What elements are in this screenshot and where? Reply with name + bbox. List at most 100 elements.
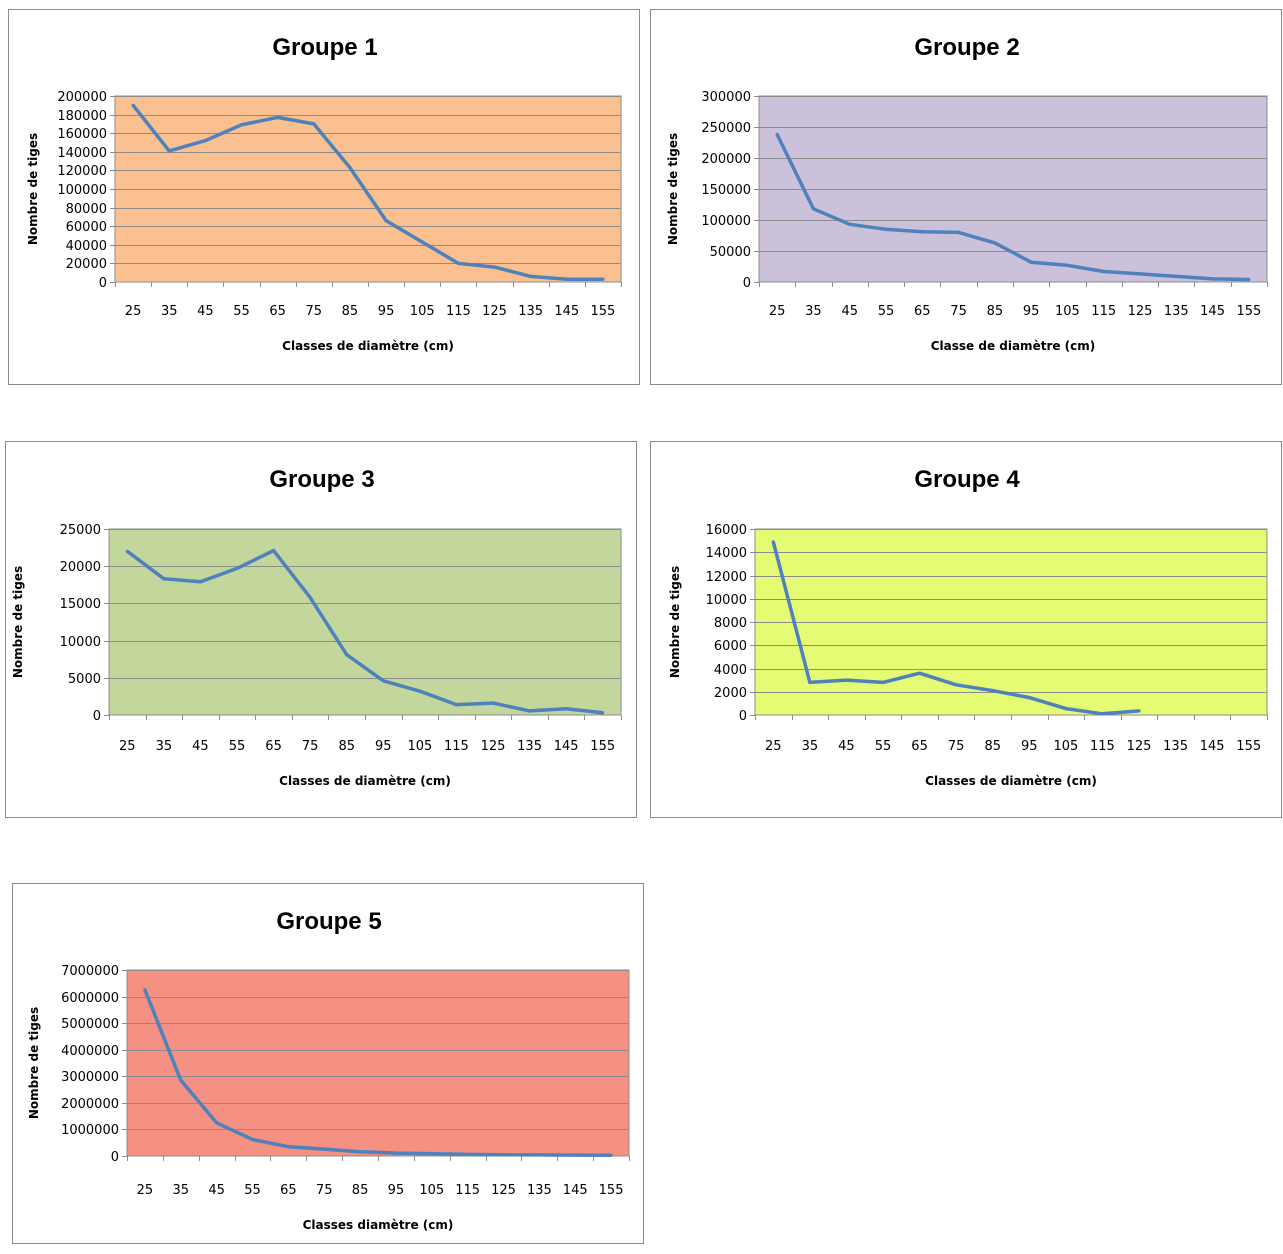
y-tick-label: 14000: [706, 546, 747, 561]
x-tick-label: 65: [280, 1183, 297, 1198]
y-tick-label: 0: [111, 1150, 119, 1165]
data-point: [528, 709, 532, 713]
data-point: [203, 139, 207, 143]
data-point: [957, 230, 961, 234]
x-tick-label: 55: [875, 739, 892, 754]
x-axis-label: Classes diamètre (cm): [303, 1218, 454, 1232]
x-tick-label: 145: [554, 739, 579, 754]
x-tick-label: 135: [517, 739, 542, 754]
x-tick-label: 35: [161, 304, 178, 319]
data-point: [384, 219, 388, 223]
data-point: [276, 115, 280, 119]
data-point: [430, 1152, 434, 1156]
x-tick-label: 115: [446, 304, 471, 319]
data-point: [272, 549, 276, 553]
x-tick-label: 125: [491, 1183, 516, 1198]
data-point: [1064, 707, 1068, 711]
x-tick-label: 25: [119, 739, 136, 754]
data-point: [250, 1137, 255, 1142]
x-axis-label: Classe de diamètre (cm): [931, 339, 1096, 353]
x-tick-label: 125: [1127, 739, 1152, 754]
y-tick-label: 10000: [60, 635, 101, 650]
x-tick-label: 65: [269, 304, 286, 319]
y-tick-label: 140000: [57, 146, 107, 161]
x-tick-label: 55: [233, 304, 250, 319]
data-point: [322, 1147, 326, 1151]
y-tick-label: 200000: [57, 90, 107, 105]
y-tick-label: 8000: [714, 616, 747, 631]
series-line: [143, 989, 612, 1157]
y-tick-label: 5000: [68, 672, 101, 687]
plot-area: [126, 969, 630, 1157]
plot-area: [108, 528, 622, 716]
data-point: [537, 1153, 542, 1157]
chart-groupe-4: Groupe 4 0 2000 4000 6000 8000 10000 12000 14000…: [650, 441, 1282, 818]
x-tick-label: 85: [987, 304, 1004, 319]
data-point: [1247, 277, 1251, 282]
y-tick-label: 100000: [701, 214, 751, 229]
y-axis-label: Nombre de tiges: [11, 566, 25, 678]
x-tick-label: 35: [802, 739, 819, 754]
x-tick-label: 65: [911, 739, 928, 754]
data-point: [1102, 269, 1106, 274]
y-tick-label: 250000: [701, 121, 751, 136]
x-tick-label: 25: [769, 304, 786, 319]
data-point: [345, 653, 349, 657]
y-tick-label: 5000000: [61, 1017, 119, 1032]
x-axis-label: Classes de diamètre (cm): [925, 774, 1097, 788]
y-tick-label: 20000: [60, 560, 101, 575]
chart-title: Groupe 2: [914, 34, 1019, 61]
y-tick-label: 6000: [714, 639, 747, 654]
chart-groupe-1: Groupe 1 0 20000 40000 60000 80000 100000 12000…: [8, 9, 640, 385]
x-tick-label: 35: [805, 304, 822, 319]
data-point: [993, 241, 997, 245]
data-point: [564, 707, 568, 711]
data-point: [348, 166, 352, 170]
data-point: [235, 566, 239, 570]
data-point: [239, 123, 244, 127]
x-tick-label: 45: [192, 739, 209, 754]
x-tick-label: 145: [563, 1183, 588, 1198]
x-tick-label: 25: [125, 304, 142, 319]
data-point: [1100, 712, 1104, 716]
x-tick-label: 25: [765, 739, 782, 754]
data-point: [771, 540, 775, 544]
data-point: [198, 580, 202, 584]
data-point: [1211, 277, 1215, 281]
x-tick-label: 145: [1200, 304, 1225, 319]
chart-title: Groupe 1: [272, 34, 377, 61]
x-tick-label: 65: [265, 739, 282, 754]
y-tick-label: 180000: [57, 109, 107, 124]
series-line: [126, 548, 603, 715]
data-point: [1137, 709, 1141, 713]
chart-groupe-3: Groupe 3 0 5000 10000 15000 20000 25000 25 35 45 5…: [5, 441, 637, 818]
y-axis-label: Nombre de tiges: [27, 1007, 41, 1119]
chart-groupe-5: Groupe 5 0 1000000 2000000 3000000 4000000 500…: [12, 883, 644, 1244]
y-tick-label: 200000: [701, 152, 751, 167]
y-tick-label: 10000: [706, 593, 747, 608]
x-tick-label: 155: [1236, 739, 1261, 754]
data-point: [1138, 272, 1142, 276]
data-point: [920, 230, 924, 234]
data-point: [808, 680, 812, 684]
x-tick-label: 35: [156, 739, 173, 754]
y-tick-label: 0: [739, 709, 747, 724]
x-tick-label: 135: [1163, 739, 1188, 754]
x-tick-label: 65: [914, 304, 931, 319]
y-axis-label: Nombre de tiges: [26, 133, 40, 245]
y-tick-label: 0: [743, 276, 751, 291]
y-tick-label: 160000: [57, 127, 107, 142]
x-tick-label: 95: [388, 1183, 405, 1198]
y-tick-label: 4000000: [61, 1044, 119, 1059]
x-tick-label: 45: [197, 304, 214, 319]
data-point: [143, 988, 147, 992]
x-tick-label: 75: [316, 1183, 333, 1198]
data-point: [601, 277, 605, 281]
data-point: [1065, 263, 1069, 267]
x-tick-label: 75: [948, 739, 965, 754]
x-tick-label: 115: [455, 1183, 480, 1198]
y-tick-label: 100000: [57, 183, 107, 198]
data-point: [420, 240, 424, 244]
x-tick-label: 115: [1090, 739, 1115, 754]
x-tick-label: 155: [1236, 304, 1261, 319]
